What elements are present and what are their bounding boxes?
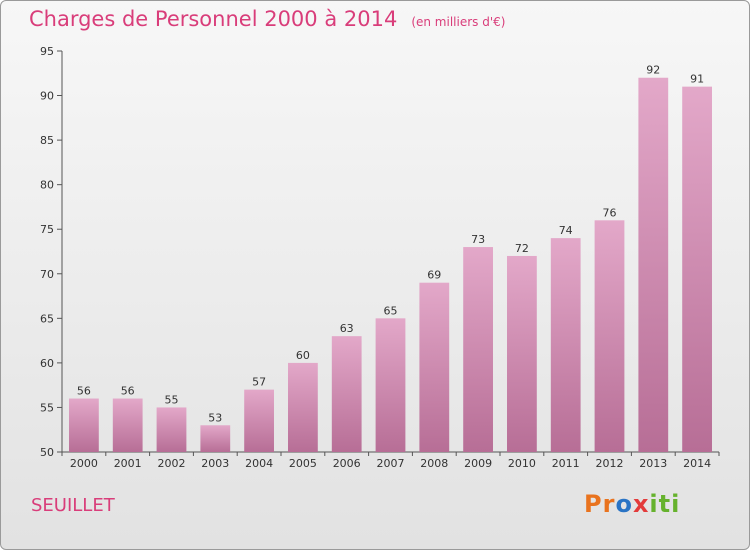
bar <box>288 362 318 452</box>
data-label: 73 <box>471 233 485 246</box>
data-label: 63 <box>340 322 354 335</box>
logo-part-2: o <box>615 490 633 518</box>
chart-title-text: Charges de Personnel 2000 à 2014 <box>29 7 398 31</box>
bar <box>244 389 274 452</box>
data-label: 65 <box>384 304 398 317</box>
y-tick-label: 80 <box>40 179 54 192</box>
bar <box>69 398 99 452</box>
bar <box>682 86 712 453</box>
x-tick-label: 2013 <box>639 457 667 470</box>
y-tick-label: 85 <box>40 134 54 147</box>
x-tick-label: 2004 <box>245 457 273 470</box>
y-tick-label: 70 <box>40 268 54 281</box>
x-tick-label: 2006 <box>333 457 361 470</box>
x-tick-label: 2010 <box>508 457 536 470</box>
x-tick-label: 2003 <box>201 457 229 470</box>
commune-name: SEUILLET <box>31 495 115 516</box>
x-tick-label: 2000 <box>70 457 98 470</box>
x-tick-label: 2012 <box>596 457 624 470</box>
bar <box>156 407 187 452</box>
x-tick-label: 2007 <box>377 457 405 470</box>
data-label: 55 <box>165 393 179 406</box>
data-label: 56 <box>121 385 135 398</box>
data-label: 57 <box>252 376 266 389</box>
data-label: 60 <box>296 349 310 362</box>
logo-part-3: x <box>632 490 650 518</box>
chart-subtitle: (en milliers d'€) <box>411 15 506 29</box>
data-label: 74 <box>559 224 573 237</box>
bar <box>419 282 450 452</box>
y-tick-label: 95 <box>40 45 54 58</box>
x-tick-label: 2011 <box>552 457 580 470</box>
y-tick-label: 50 <box>40 446 54 459</box>
bar <box>463 247 493 452</box>
bars: 56 56 55 53 57 60 63 65 69 73 72 74 76 92 91 <box>69 64 712 453</box>
x-tick-label: 2005 <box>289 457 317 470</box>
y-tick-label: 90 <box>40 90 54 103</box>
bar <box>375 318 406 452</box>
data-label: 91 <box>690 73 704 86</box>
logo-part-1: Pr <box>584 490 616 518</box>
bar <box>331 336 362 452</box>
proxiti-logo: Proxiti <box>584 490 680 518</box>
bar <box>200 425 231 452</box>
bar <box>112 398 143 452</box>
y-tick-label: 60 <box>40 357 54 370</box>
bar <box>550 238 581 452</box>
y-tick-label: 55 <box>40 401 54 414</box>
data-label: 53 <box>208 411 222 424</box>
bar <box>638 77 669 452</box>
x-tick-label: 2008 <box>420 457 448 470</box>
x-tick-label: 2002 <box>158 457 186 470</box>
bar <box>594 220 625 452</box>
data-label: 76 <box>603 206 617 219</box>
y-tick-label: 65 <box>40 312 54 325</box>
x-tick-label: 2014 <box>683 457 711 470</box>
chart-title: Charges de Personnel 2000 à 2014 (en mill… <box>29 7 505 31</box>
bar <box>507 255 537 452</box>
logo-part-4: iti <box>649 490 681 518</box>
data-label: 56 <box>77 385 91 398</box>
x-tick-label: 2001 <box>114 457 142 470</box>
data-label: 92 <box>646 64 660 77</box>
data-label: 69 <box>427 269 441 282</box>
x-tick-label: 2009 <box>464 457 492 470</box>
data-label: 72 <box>515 242 529 255</box>
y-tick-label: 75 <box>40 223 54 236</box>
axes: 50 55 60 65 70 75 80 85 90 95 2000 2001 2002 2003 2004… <box>40 45 720 470</box>
